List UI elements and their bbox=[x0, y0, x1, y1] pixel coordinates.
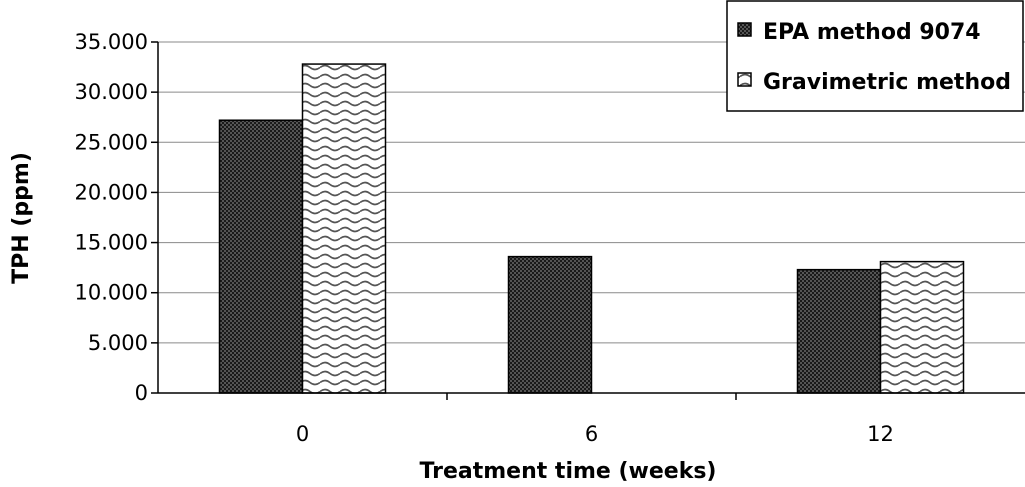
legend-swatch-wave bbox=[737, 72, 752, 87]
y-tick-label: 10.000 bbox=[75, 281, 148, 305]
y-tick-label: 5.000 bbox=[88, 331, 148, 355]
y-axis-title: TPH (ppm) bbox=[9, 152, 34, 284]
y-tick-label: 35.000 bbox=[75, 30, 148, 54]
bar-wave-12 bbox=[879, 260, 965, 394]
y-tick-label: 20.000 bbox=[75, 180, 148, 204]
bar-checker-0 bbox=[218, 119, 304, 394]
bar-checker-12 bbox=[796, 268, 882, 394]
axes bbox=[157, 42, 1025, 394]
y-tick-label: 25.000 bbox=[75, 130, 148, 154]
legend-box bbox=[726, 0, 1024, 112]
legend: EPA method 9074 Gravimetric method bbox=[726, 0, 1024, 112]
y-tick-label: 30.000 bbox=[75, 80, 148, 104]
legend-swatch-checker bbox=[737, 22, 752, 37]
bar-wave-0 bbox=[301, 63, 387, 394]
y-tick-labels: 0 5.000 10.000 15.000 20.000 25.000 30.000 35.0… bbox=[75, 30, 158, 405]
x-tick-label: 12 bbox=[867, 422, 894, 446]
y-tick-label: 15.000 bbox=[75, 231, 148, 255]
legend-label: EPA method 9074 bbox=[763, 20, 981, 45]
legend-label: Gravimetric method bbox=[763, 70, 1011, 95]
x-tick-label: 0 bbox=[296, 422, 309, 446]
bars bbox=[218, 63, 965, 394]
bar-checker-6 bbox=[507, 255, 593, 394]
x-tick-labels: 0 6 12 bbox=[296, 393, 894, 446]
x-tick-label: 6 bbox=[585, 422, 598, 446]
y-tick-label: 0 bbox=[135, 381, 148, 405]
x-axis-title: Treatment time (weeks) bbox=[420, 459, 717, 484]
